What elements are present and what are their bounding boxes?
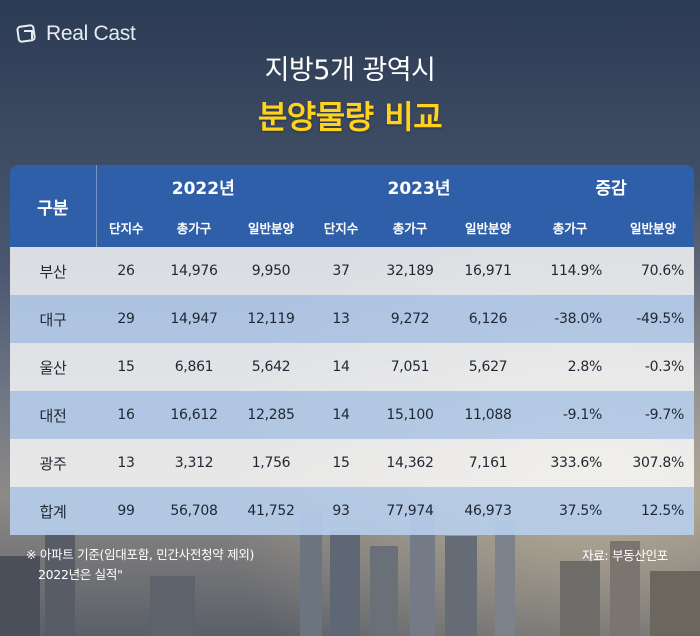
- table-cell: 37: [310, 247, 372, 295]
- table-cell: 6,126: [448, 295, 529, 343]
- table-cell: 5,642: [232, 343, 310, 391]
- table-cell: 12,119: [232, 295, 310, 343]
- table-cell: 9,272: [372, 295, 448, 343]
- table-cell: 9,950: [232, 247, 310, 295]
- table-cell: 15: [96, 343, 156, 391]
- table-cell: 5,627: [448, 343, 529, 391]
- city-skyline-illustration: [0, 506, 700, 636]
- table-cell: 41,752: [232, 487, 310, 535]
- table-cell: 15,100: [372, 391, 448, 439]
- table-cell: 29: [96, 295, 156, 343]
- table-cell: 1,756: [232, 439, 310, 487]
- column-header: 총가구: [528, 207, 613, 247]
- row-region-label: 부산: [10, 247, 96, 295]
- brand-name: Real Cast: [46, 22, 136, 45]
- table-cell: 2.8%: [528, 343, 613, 391]
- header-category: 구분: [10, 165, 97, 247]
- footnote-line-1: ※ 아파트 기준(임대포함, 민간사전청약 제외): [26, 547, 255, 562]
- table-cell: 14,947: [156, 295, 232, 343]
- table-cell: 333.6%: [528, 439, 613, 487]
- footnote-line-2: 2022년은 실적": [38, 567, 123, 582]
- footnote: ※ 아파트 기준(임대포함, 민간사전청약 제외) 2022년은 실적": [26, 545, 254, 585]
- table-cell: 16: [96, 391, 156, 439]
- table-cell: 6,861: [156, 343, 232, 391]
- table-cell: -0.3%: [612, 343, 695, 391]
- row-region-label: 대전: [10, 391, 96, 439]
- table-cell: 7,161: [448, 439, 529, 487]
- table-cell: 307.8%: [612, 439, 695, 487]
- table-cell: 3,312: [156, 439, 232, 487]
- table-row: 광주 13 3,312 1,756 15 14,362 7,161 333.6% 307.8%: [10, 439, 695, 487]
- table-row: 대구 29 14,947 12,119 13 9,272 6,126 -38.0% -49.5%: [10, 295, 695, 343]
- table-cell: 32,189: [372, 247, 448, 295]
- table-cell: 99: [96, 487, 156, 535]
- brand-logo: Real Cast: [16, 22, 136, 46]
- realcast-logo-icon: [16, 24, 36, 43]
- row-region-label: 대구: [10, 295, 96, 343]
- table-cell: 13: [96, 439, 156, 487]
- table-cell: -49.5%: [612, 295, 695, 343]
- table-row: 대전 16 16,612 12,285 14 15,100 11,088 -9.1% -9.7%: [10, 391, 695, 439]
- table-cell: -9.7%: [612, 391, 695, 439]
- table-cell: 13: [310, 295, 372, 343]
- table-cell: 16,612: [156, 391, 232, 439]
- table-cell: -9.1%: [528, 391, 613, 439]
- table-cell: 12.5%: [612, 487, 695, 535]
- source-credit: 자료: 부동산인포: [582, 548, 668, 563]
- table-cell: 56,708: [156, 487, 232, 535]
- table-cell: 14,976: [156, 247, 232, 295]
- table-cell: 16,971: [448, 247, 529, 295]
- table-cell: 70.6%: [612, 247, 695, 295]
- header-group-change: 증감: [528, 165, 695, 207]
- column-header: 일반분양: [232, 207, 310, 247]
- title-line-2: 분양물량 비교: [257, 98, 443, 136]
- row-region-label: 울산: [10, 343, 96, 391]
- column-header: 총가구: [156, 207, 232, 247]
- table-body: 부산 26 14,976 9,950 37 32,189 16,971 114.9% 70.6%…: [10, 247, 695, 535]
- row-region-label: 합계: [10, 487, 96, 535]
- column-header: 단지수: [310, 207, 372, 247]
- table-cell: 37.5%: [528, 487, 613, 535]
- comparison-table-container: 구분 2022년 2023년 증감 단지수 총가구 일반분양 단지수 총가구 일…: [10, 165, 695, 535]
- table-row: 울산 15 6,861 5,642 14 7,051 5,627 2.8% -0.3%: [10, 343, 695, 391]
- table-cell: 46,973: [448, 487, 529, 535]
- comparison-table: 구분 2022년 2023년 증감 단지수 총가구 일반분양 단지수 총가구 일…: [10, 165, 695, 535]
- table-cell: 15: [310, 439, 372, 487]
- column-header: 일반분양: [448, 207, 529, 247]
- row-region-label: 광주: [10, 439, 96, 487]
- table-cell: 14,362: [372, 439, 448, 487]
- column-header: 총가구: [372, 207, 448, 247]
- header-group-2022: 2022년: [96, 165, 310, 207]
- column-header: 일반분양: [612, 207, 695, 247]
- table-cell: 7,051: [372, 343, 448, 391]
- table-cell: 114.9%: [528, 247, 613, 295]
- table-cell: 77,974: [372, 487, 448, 535]
- title-line-1: 지방5개 광역시: [264, 55, 436, 86]
- table-cell: 14: [310, 343, 372, 391]
- column-header: 단지수: [96, 207, 156, 247]
- table-cell: -38.0%: [528, 295, 613, 343]
- table-row: 합계 99 56,708 41,752 93 77,974 46,973 37.5% 12.5%: [10, 487, 695, 535]
- table-cell: 14: [310, 391, 372, 439]
- table-cell: 12,285: [232, 391, 310, 439]
- table-row: 부산 26 14,976 9,950 37 32,189 16,971 114.9% 70.6%: [10, 247, 695, 295]
- table-cell: 26: [96, 247, 156, 295]
- table-cell: 11,088: [448, 391, 529, 439]
- header-group-2023: 2023년: [310, 165, 529, 207]
- table-cell: 93: [310, 487, 372, 535]
